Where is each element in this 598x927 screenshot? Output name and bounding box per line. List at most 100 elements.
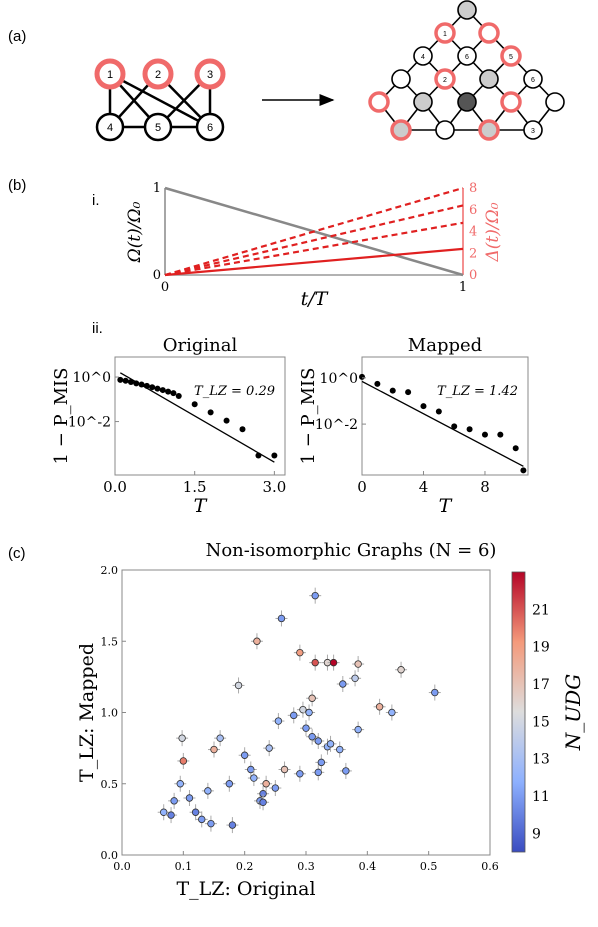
- colorbar: [511, 571, 526, 853]
- graph-node-highlighted: [478, 119, 500, 141]
- data-point: [191, 401, 198, 408]
- data-point: [259, 798, 267, 806]
- graph-node: [391, 69, 411, 89]
- data-point: [228, 821, 237, 829]
- original-graph: 1 2 3 4 5 6: [94, 58, 226, 142]
- graph-node: [457, 92, 477, 112]
- original-decay-chart: Original T_LZ = 0.29 0.0 1.5 3.0 10^0 10^-2 T 1 …: [51, 335, 286, 517]
- data-point: [311, 658, 319, 667]
- subpanel-label-i: i.: [92, 192, 100, 209]
- data-point: [296, 770, 304, 778]
- panel-label-c: (c): [8, 545, 26, 562]
- graph-node: [195, 112, 225, 142]
- graph-node-label: 2: [155, 69, 161, 81]
- data-point: [354, 660, 362, 668]
- data-point: [274, 717, 283, 725]
- data-point: [240, 751, 249, 759]
- graph-node: [479, 69, 499, 89]
- x-tick-label: 1: [459, 280, 467, 295]
- data-point: [336, 745, 344, 754]
- data-point: [133, 380, 140, 387]
- data-point: [314, 768, 322, 777]
- y-right-tick-label: 8: [469, 181, 477, 196]
- data-point: [388, 708, 396, 717]
- data-point: [225, 780, 234, 788]
- x-axis-label: T_LZ: Original: [176, 878, 315, 900]
- data-point: [290, 711, 298, 720]
- chart-title: Non-isomorphic Graphs (N = 6): [206, 540, 497, 561]
- colorbar-tick-label: 11: [532, 789, 550, 805]
- data-point: [329, 658, 338, 667]
- data-point: [179, 757, 188, 765]
- data-point: [250, 774, 258, 782]
- colorbar-tick-label: 15: [532, 714, 550, 730]
- data-point: [223, 417, 230, 424]
- data-point: [451, 423, 458, 430]
- graph-node-label: 3: [531, 128, 535, 135]
- data-point: [178, 734, 186, 742]
- graph-node-label: 4: [107, 122, 113, 134]
- x-tick-label: 0.4: [359, 860, 377, 873]
- graph-node-label: 1: [107, 69, 113, 81]
- x-tick-label: 4: [419, 478, 429, 496]
- data-point: [317, 758, 326, 767]
- data-point: [216, 734, 224, 742]
- data-point: [375, 703, 384, 711]
- graph-node-label: 5: [509, 54, 513, 61]
- data-point: [154, 385, 161, 392]
- data-point: [431, 688, 439, 697]
- graph-node-highlighted: [94, 58, 126, 90]
- y-right-tick-label: 6: [469, 203, 477, 218]
- graph-node-highlighted: [500, 91, 522, 113]
- data-point: [239, 426, 246, 433]
- graph-node-label: 5: [155, 122, 161, 134]
- graph-node-label: 6: [207, 122, 213, 134]
- data-point: [339, 680, 347, 688]
- data-point: [374, 380, 381, 387]
- colorbar-label: N_UDG: [561, 674, 585, 751]
- y-axis-label: T_LZ: Mapped: [76, 643, 98, 782]
- y-tick-label: 10^-2: [68, 415, 111, 431]
- data-point: [149, 384, 156, 391]
- data-point: [165, 388, 172, 395]
- fit-annotation: T_LZ = 1.42: [437, 384, 518, 399]
- y-tick-label: 10^-2: [315, 417, 358, 433]
- data-point: [280, 765, 289, 774]
- y-right-tick-label: 0: [469, 268, 477, 283]
- data-point: [170, 797, 178, 805]
- data-point: [299, 705, 307, 714]
- data-point: [143, 382, 150, 389]
- plot-frame: [361, 356, 529, 476]
- data-point: [207, 409, 214, 416]
- x-tick-label: 0: [161, 280, 169, 295]
- x-tick-label: 0.3: [297, 860, 315, 873]
- data-point: [176, 780, 184, 788]
- data-point: [271, 452, 278, 459]
- data-point: [255, 452, 262, 459]
- data-point: [397, 666, 405, 674]
- data-point: [271, 784, 280, 792]
- data-point: [354, 725, 362, 734]
- data-point: [117, 376, 124, 383]
- x-axis-label: T: [194, 495, 208, 517]
- data-point: [512, 445, 519, 452]
- data-point: [191, 808, 200, 816]
- data-point: [204, 787, 212, 795]
- data-point: [159, 387, 166, 394]
- graph-node-highlighted: [434, 22, 456, 44]
- data-point: [265, 744, 273, 752]
- graph-node-highlighted: [368, 91, 390, 113]
- y-tick-label: 0.0: [101, 849, 119, 862]
- data-point: [210, 745, 218, 754]
- y-axis-label: 1 − P_MIS: [51, 368, 72, 465]
- panel-label-b: (b): [8, 177, 27, 194]
- graph-node-label: 3: [207, 69, 213, 81]
- data-point: [175, 393, 182, 400]
- data-point: [466, 426, 473, 433]
- graph-node-highlighted: [194, 58, 226, 90]
- x-tick-label: 0.0: [103, 478, 127, 496]
- data-point: [302, 724, 310, 732]
- x-tick-label: 8: [480, 478, 490, 496]
- colorbar-tick-label: 19: [532, 640, 550, 656]
